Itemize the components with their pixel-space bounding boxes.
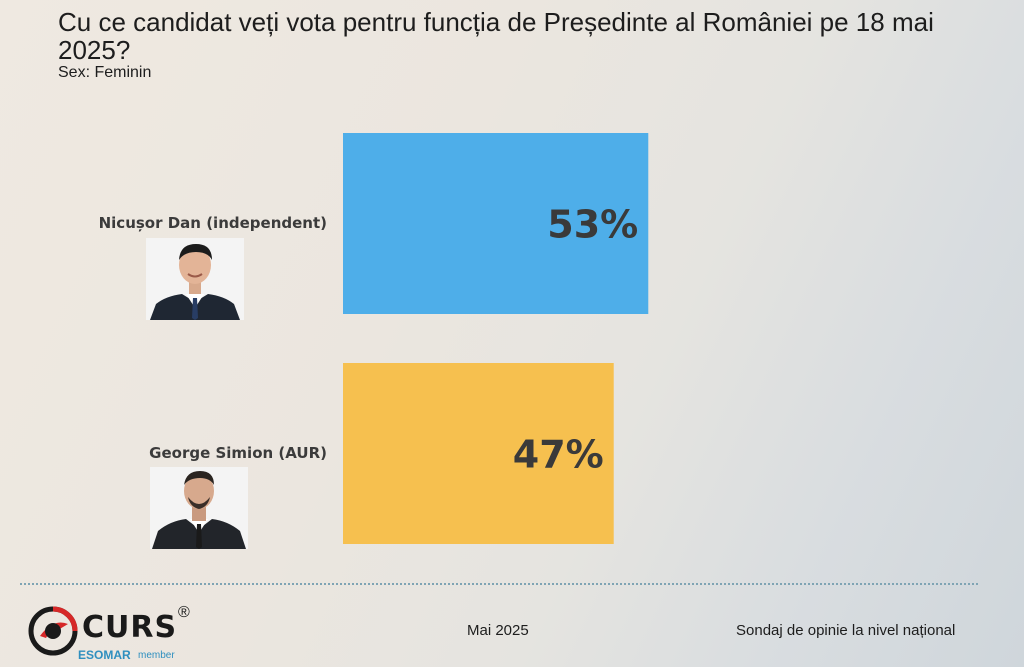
esomar-member-text: member xyxy=(138,650,175,661)
man-portrait-icon xyxy=(146,238,244,320)
footer-date: Mai 2025 xyxy=(467,622,529,639)
registered-mark: ® xyxy=(178,604,190,621)
curs-logo-icon xyxy=(28,606,78,656)
bar-dan xyxy=(343,133,649,314)
chart-title: Cu ce candidat veți vota pentru funcția … xyxy=(58,7,934,65)
curs-logo: CURS ® ESOMAR member xyxy=(28,604,228,664)
curs-logo-text: CURS xyxy=(82,610,178,645)
chart-subtitle: Sex: Feminin xyxy=(58,64,152,81)
candidate-label-dan: Nicușor Dan (independent) xyxy=(98,214,327,232)
candidate-portrait-dan xyxy=(146,238,244,320)
bar-simion xyxy=(343,363,614,544)
esomar-text: ESOMAR xyxy=(78,648,131,662)
man-portrait-icon xyxy=(150,467,248,549)
data-label-dan: 53% xyxy=(547,203,638,247)
footer-note: Sondaj de opinie la nivel național xyxy=(736,622,956,639)
candidate-label-simion: George Simion (AUR) xyxy=(149,444,327,462)
candidate-portrait-simion xyxy=(150,467,248,549)
footer-divider xyxy=(20,583,978,585)
data-label-simion: 47% xyxy=(513,433,604,477)
